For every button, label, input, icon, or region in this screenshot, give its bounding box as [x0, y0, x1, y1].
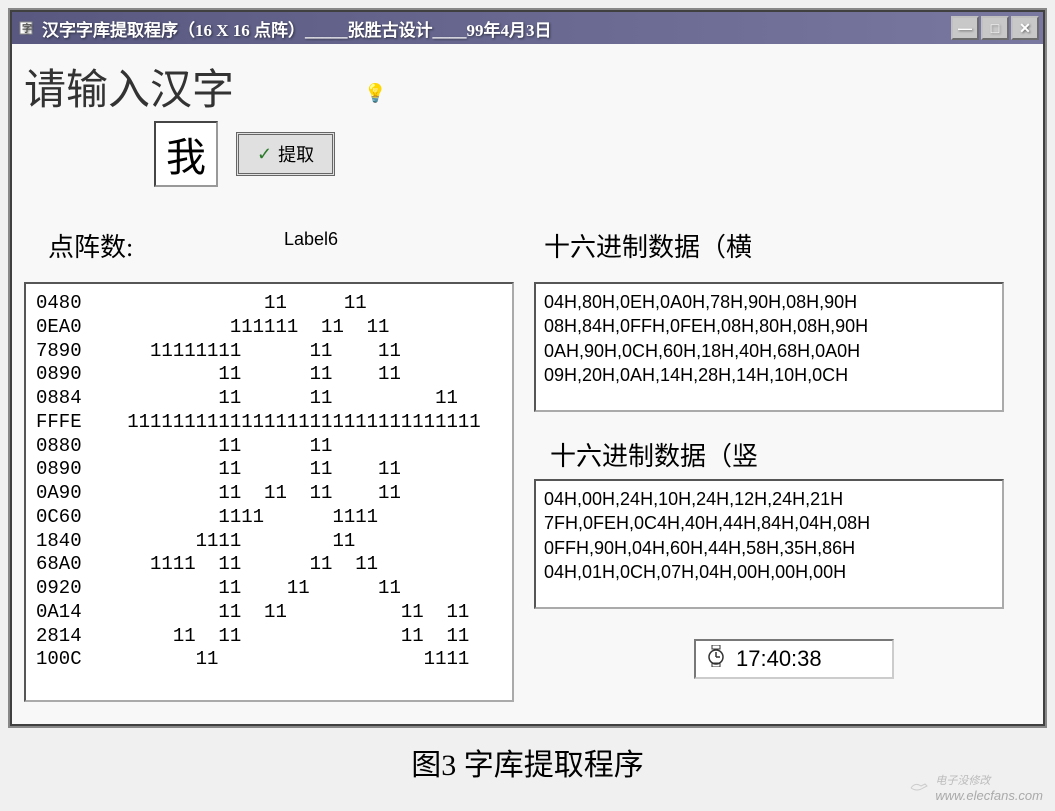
app-icon: 字: [16, 18, 36, 38]
hex-vertical-label: 十六进制数据（竖: [550, 436, 1031, 473]
hex-vertical-panel: 04H,00H,24H,10H,24H,12H,24H,21H7FH,0FEH,…: [534, 479, 1004, 609]
hex-row: 04H,80H,0EH,0A0H,78H,90H,08H,90H: [544, 290, 994, 314]
hex-row: 04H,01H,0CH,07H,04H,00H,00H,00H: [544, 560, 994, 584]
window-title: 汉字字库提取程序（16 X 16 点阵）_____张胜古设计____99年4月3…: [42, 16, 951, 41]
watermark-url: www.elecfans.com: [935, 788, 1043, 803]
figure-caption: 图3 字库提取程序: [0, 740, 1055, 784]
client-area: 请输入汉字 💡 我 ✓ 提取 点阵数: Label6 十六进制数据（横 0480…: [12, 44, 1043, 724]
hex-row: 0FFH,90H,04H,60H,44H,58H,35H,86H: [544, 536, 994, 560]
hex-row: 04H,00H,24H,10H,24H,12H,24H,21H: [544, 487, 994, 511]
titlebar: 字 汉字字库提取程序（16 X 16 点阵）_____张胜古设计____99年4…: [12, 12, 1043, 44]
close-icon: ✕: [1019, 20, 1031, 37]
maximize-button[interactable]: □: [981, 16, 1009, 40]
watermark: 电子没修改 www.elecfans.com: [907, 772, 1043, 803]
bitmap-panel: 0480 11 11 0EA0 111111 11 11 7890 111111…: [24, 282, 514, 702]
app-window: 字 汉字字库提取程序（16 X 16 点阵）_____张胜古设计____99年4…: [10, 10, 1045, 726]
char-input[interactable]: 我: [154, 121, 218, 187]
clock-panel: 17:40:38: [694, 639, 894, 679]
hex-row: 09H,20H,0AH,14H,28H,14H,10H,0CH: [544, 363, 994, 387]
clock-icon: [706, 645, 726, 673]
label6: Label6: [284, 229, 338, 250]
hex-row: 7FH,0FEH,0C4H,40H,44H,84H,04H,08H: [544, 511, 994, 535]
minimize-button[interactable]: —: [951, 16, 979, 40]
check-icon: ✓: [257, 144, 272, 165]
extract-button-label: 提取: [278, 141, 314, 167]
svg-text:字: 字: [22, 22, 32, 35]
minimize-icon: —: [958, 20, 972, 36]
lightbulb-icon: 💡: [364, 83, 386, 104]
watermark-brand: 电子没修改: [935, 772, 1043, 788]
extract-button[interactable]: ✓ 提取: [236, 132, 335, 176]
close-button[interactable]: ✕: [1011, 16, 1039, 40]
hex-horizontal-label: 十六进制数据（横: [544, 227, 752, 264]
hex-row: 08H,84H,0FFH,0FEH,08H,80H,08H,90H: [544, 314, 994, 338]
prompt-label: 请输入汉字: [24, 56, 1031, 117]
hex-horizontal-panel: 04H,80H,0EH,0A0H,78H,90H,08H,90H08H,84H,…: [534, 282, 1004, 412]
clock-time: 17:40:38: [736, 646, 822, 672]
bitmap-section-label: 点阵数:: [48, 227, 133, 264]
hex-row: 0AH,90H,0CH,60H,18H,40H,68H,0A0H: [544, 339, 994, 363]
maximize-icon: □: [991, 20, 999, 36]
